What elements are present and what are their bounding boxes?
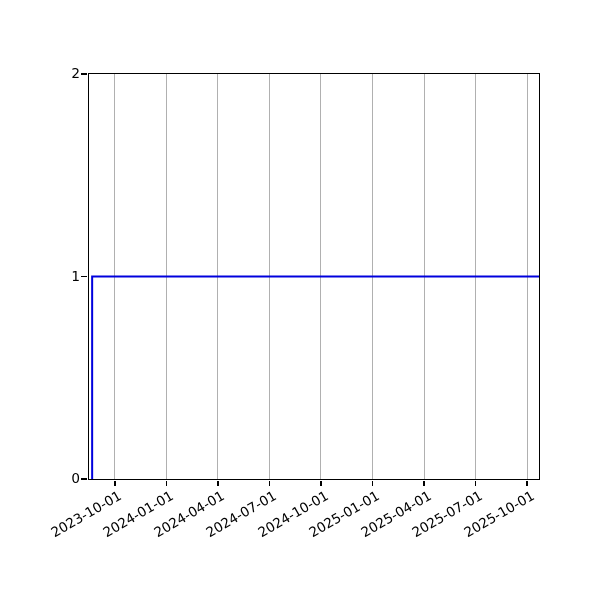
x-tick-mark	[217, 481, 219, 486]
plot-area: 2023-10-01 2024-01-01 2024-04-01 2024-07-01…	[49, 66, 540, 541]
x-tick-mark	[320, 481, 322, 486]
y-tick-label: 2	[71, 66, 80, 82]
y-tick-label: 1	[71, 268, 80, 285]
x-tick-mark	[371, 481, 374, 486]
x-tick-mark	[165, 481, 168, 486]
y-tick-mark	[81, 275, 87, 278]
x-tick-mark	[114, 481, 116, 486]
y-tick-mark	[81, 478, 87, 480]
step-series	[91, 275, 539, 479]
y-tick-label: 0	[71, 471, 80, 487]
x-tick-mark	[268, 481, 271, 486]
x-tick-mark	[474, 481, 477, 486]
x-tick-mark	[526, 481, 528, 486]
step-line	[91, 275, 539, 479]
y-tick-mark	[81, 73, 87, 75]
x-tick-mark	[423, 481, 425, 486]
